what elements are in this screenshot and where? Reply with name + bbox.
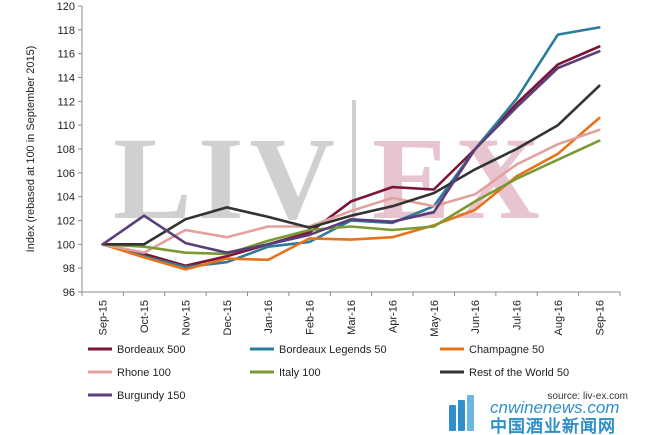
y-tick-label: 106: [57, 168, 75, 180]
y-tick-label: 96: [63, 287, 75, 299]
y-axis-ticks: 96 98 100 102 104 106 108 110 112 114 116 118 120: [57, 1, 82, 299]
source-note: source: liv-ex.com: [547, 391, 628, 402]
y-tick-label: 100: [57, 239, 75, 251]
legend-label: Rest of the World 50: [469, 367, 569, 379]
legend-item-champagne-50: Champagne 50: [440, 344, 544, 356]
y-tick-label: 108: [57, 144, 75, 156]
legend-item-rhone-100: Rhone 100: [88, 367, 171, 379]
legend-label: Italy 100: [279, 367, 321, 379]
x-tick-label: Mar-16: [346, 300, 358, 335]
x-tick-label: Nov-15: [180, 300, 192, 335]
legend-item-burgundy-150: Burgundy 150: [88, 390, 186, 402]
watermark-divider: [352, 100, 356, 218]
legend-item-bordeaux-500: Bordeaux 500: [88, 344, 186, 356]
legend-label: Bordeaux Legends 50: [279, 344, 387, 356]
legend-item-italy-100: Italy 100: [250, 367, 321, 379]
cnwinenews-logo: cnwinenews.com 中国酒业新闻网: [449, 395, 619, 435]
x-tick-label: Jul-16: [512, 300, 524, 330]
legend-item-bordeaux-legends-50: Bordeaux Legends 50: [250, 344, 387, 356]
y-tick-label: 118: [57, 25, 75, 37]
y-tick-label: 110: [57, 120, 75, 132]
series-line-rest-of-the-world-50: [101, 84, 601, 246]
watermark-liv: LIV: [113, 113, 341, 244]
legend-label: Rhone 100: [117, 367, 171, 379]
y-tick-label: 114: [57, 73, 75, 85]
x-tick-label: Dec-15: [222, 300, 234, 335]
series-line-italy-100: [101, 139, 601, 256]
legend-label: Champagne 50: [469, 344, 544, 356]
x-tick-label: Sep-16: [594, 300, 606, 335]
x-axis-ticks: Sep-15 Oct-15 Nov-15 Dec-15 Jan-16 Feb-16 Mar-…: [81, 292, 621, 337]
y-axis-title: Index (rebased at 100 in September 2015): [25, 46, 37, 253]
y-tick-label: 120: [57, 1, 75, 13]
x-tick-label: Sep-15: [98, 300, 110, 335]
x-tick-label: Apr-16: [387, 300, 399, 333]
y-tick-label: 116: [57, 49, 75, 61]
y-tick-label: 112: [57, 96, 75, 108]
site-name-cn: 中国酒业新闻网: [490, 416, 616, 435]
legend-item-rest-of-the-world-50: Rest of the World 50: [440, 367, 569, 379]
y-tick-label: 102: [57, 216, 75, 228]
legend: Bordeaux 500 Bordeaux Legends 50 Champagne…: [88, 344, 569, 402]
legend-label: Burgundy 150: [117, 390, 186, 402]
x-tick-label: Jun-16: [470, 300, 482, 334]
series-lines: [101, 26, 601, 271]
x-tick-label: Jan-16: [263, 300, 275, 334]
x-tick-label: Feb-16: [305, 300, 317, 335]
y-tick-label: 104: [57, 192, 75, 204]
series-line-burgundy-150: [101, 49, 601, 254]
series-line-rhone-100: [101, 128, 601, 254]
series-line-champagne-50: [101, 116, 601, 271]
cnwinenews-logo-icon: [449, 395, 474, 431]
site-name: cnwinenews.com: [490, 398, 619, 417]
x-tick-label: Aug-16: [553, 300, 565, 335]
x-tick-label: Oct-15: [139, 300, 151, 333]
legend-label: Bordeaux 500: [117, 344, 186, 356]
y-tick-label: 98: [63, 263, 75, 275]
x-tick-label: May-16: [429, 300, 441, 337]
